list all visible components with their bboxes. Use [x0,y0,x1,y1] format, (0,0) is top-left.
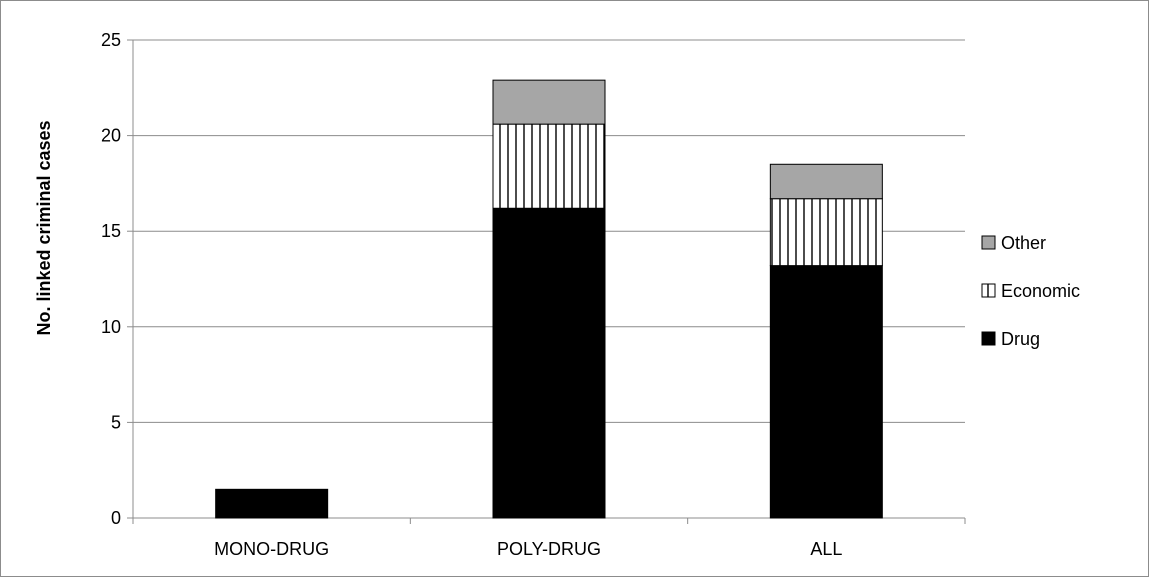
bar-drug-poly-drug [492,207,606,519]
x-category-label: POLY-DRUG [497,539,601,559]
legend-swatch-other [981,235,996,250]
bar-drug-all [769,265,883,519]
y-tick-label: 20 [101,126,121,146]
legend-swatch-economic [981,283,996,298]
y-tick-label: 10 [101,317,121,337]
bar-economic-poly-drug [492,123,606,209]
x-category-label: ALL [810,539,842,559]
y-tick-label: 5 [111,412,121,432]
axis-labels: 0 5 10 15 20 25 MONO-DRUG POLY-DRUG ALL [101,30,842,559]
legend: Other Economic Drug [981,233,1080,349]
legend-label-economic: Economic [1001,281,1080,301]
bar-other-all [769,163,883,200]
bar-economic-all [769,198,883,267]
bar-drug-mono-drug [215,488,329,519]
legend-label-drug: Drug [1001,329,1040,349]
legend-swatch-drug [981,331,996,346]
y-tick-label: 0 [111,508,121,528]
x-category-label: MONO-DRUG [214,539,329,559]
legend-label-other: Other [1001,233,1046,253]
y-axis-title: No. linked criminal cases [34,120,54,335]
bar-other-poly-drug [492,79,606,125]
bars [215,79,883,519]
y-tick-label: 15 [101,221,121,241]
y-tick-label: 25 [101,30,121,50]
